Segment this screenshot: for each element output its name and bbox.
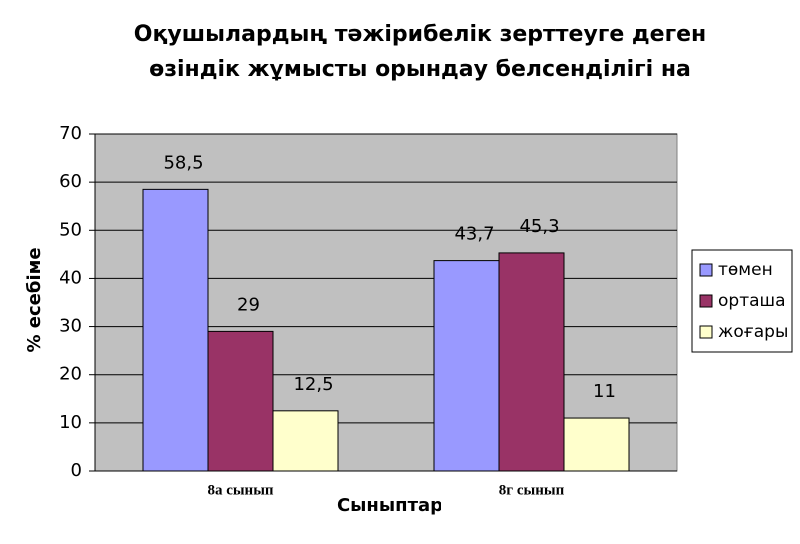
x-tick-label: 8г сынып <box>499 482 565 498</box>
y-axis-title: % есебіме <box>24 247 45 352</box>
y-tick-label: 70 <box>59 123 82 144</box>
bar <box>142 188 209 472</box>
value-label: 43,7 <box>454 224 494 245</box>
bar <box>498 252 565 472</box>
value-label: 58,5 <box>163 152 203 173</box>
y-tick-label: 10 <box>59 412 82 433</box>
y-tick-label: 40 <box>59 267 82 288</box>
bar <box>563 417 630 472</box>
legend-label: төмен <box>718 260 773 280</box>
value-label: 11 <box>593 381 616 402</box>
chart-title: Оқушылардың тәжірибелік зерттеуге деген <box>134 22 706 47</box>
legend-swatch <box>699 325 713 339</box>
legend-swatch <box>699 263 713 277</box>
y-tick-label: 50 <box>59 219 82 240</box>
x-axis-title: Сыныптар <box>337 495 443 516</box>
legend-label: орташа <box>718 291 786 311</box>
bar <box>272 410 339 472</box>
legend-swatch <box>699 294 713 308</box>
y-tick-label: 60 <box>59 171 82 192</box>
value-label: 12,5 <box>293 374 333 395</box>
value-label: 29 <box>237 294 260 315</box>
x-tick-label: 8а сынып <box>207 482 273 498</box>
y-tick-label: 30 <box>59 316 82 337</box>
y-tick-label: 20 <box>59 364 82 385</box>
chart-title: өзіндік жұмысты орындау белсенділігі на <box>149 57 691 82</box>
legend-label: жоғары <box>718 322 788 342</box>
bar <box>433 260 500 472</box>
bar <box>207 330 274 472</box>
value-label: 45,3 <box>519 216 559 237</box>
y-tick-label: 0 <box>71 460 82 481</box>
